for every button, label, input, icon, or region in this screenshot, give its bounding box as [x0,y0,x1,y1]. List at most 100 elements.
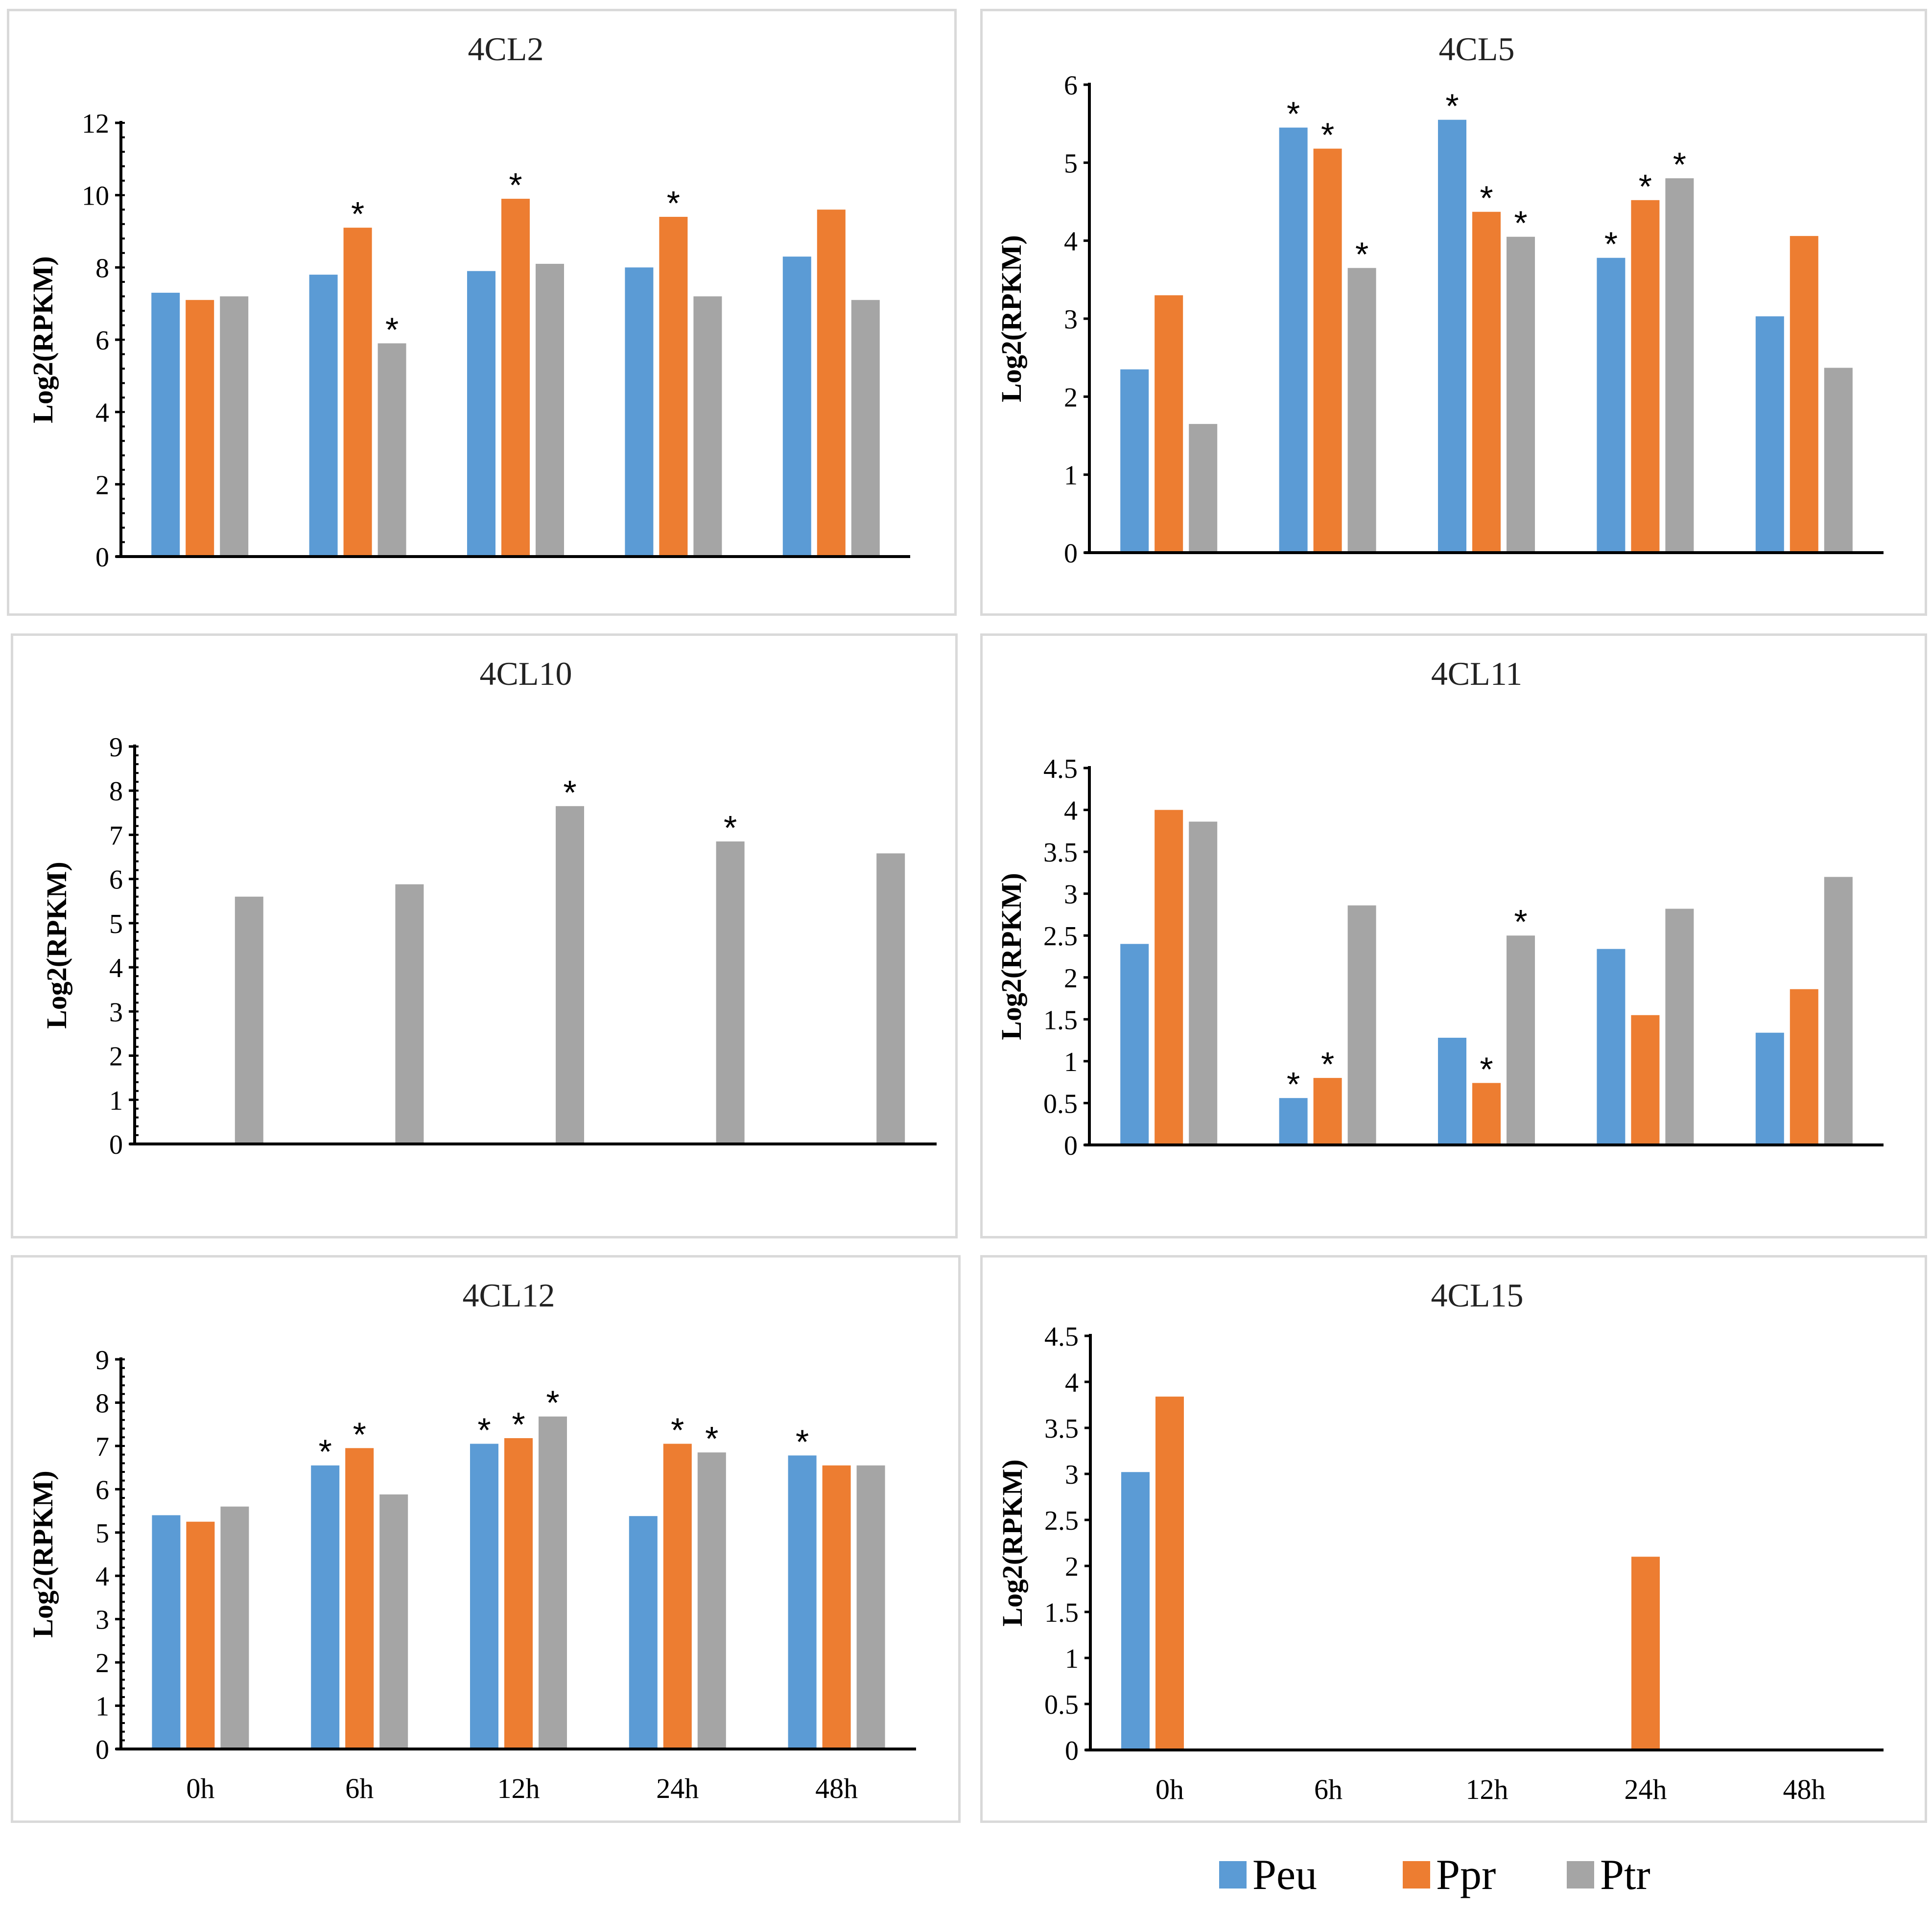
x-tick-label-4cl12: 0h [186,1772,214,1804]
y-tick-label-4cl5: 6 [1064,70,1078,101]
bar-4cl5-peu-6h [1279,127,1308,553]
significance-marker-4cl12-ppr-6h: * [353,1415,366,1453]
y-tick-label-4cl11: 1.5 [1043,1005,1078,1035]
y-axis-label-4cl2: Log2(RPKM) [27,256,59,423]
chart-panel-4CL2: 4CL2 Log2(RPKM) 0 2 4 6 8 10 12 * * * * [7,9,957,616]
significance-marker-4cl12-ppr-24h: * [671,1411,684,1449]
y-tick-label-4cl10: 9 [109,732,123,763]
bar-4cl12-peu-6h [311,1465,340,1749]
bar-4cl11-peu-48h [1755,1032,1784,1145]
bar-4cl11-ptr-48h [1824,877,1853,1145]
significance-marker-4cl12-ppr-12h: * [512,1405,525,1444]
bar-4cl5-ptr-12h [1507,236,1535,553]
bar-4cl11-peu-24h [1597,949,1626,1145]
y-tick-label-4cl2: 0 [95,542,109,573]
chart-svg-4CL5: 4CL5 Log2(RPKM) 0 1 2 3 4 5 6 * * * * * * * * * [995,30,1884,569]
y-tick-label-4cl12: 9 [95,1345,109,1376]
bar-4cl5-peu-24h [1597,257,1626,553]
chart-svg-4CL12: 4CL12 Log2(RPKM) 0 1 2 3 4 5 6 7 8 9 * * * * * * * * 0h 6h 12h… [27,1277,916,1804]
bar-4cl11-peu-6h [1279,1098,1308,1145]
chart-title-4cl15: 4CL15 [1431,1277,1524,1314]
y-axis-label-4cl12: Log2(RPKM) [27,1470,59,1638]
bar-4cl11-peu-12h [1438,1037,1466,1145]
bar-4cl10-ptr-12h [556,806,584,1144]
bar-4cl11-ppr-0h [1154,810,1183,1145]
bar-4cl10-ptr-48h [876,853,905,1144]
bar-4cl15-peu-0h [1121,1472,1150,1750]
chart-panel-4CL5: 4CL5 Log2(RPKM) 0 1 2 3 4 5 6 * * * * * * * * * [980,9,1927,616]
bar-4cl11-peu-0h [1120,944,1149,1145]
legend-swatch-ptr [1567,1861,1594,1889]
bar-4cl11-ptr-24h [1665,909,1694,1145]
y-tick-label-4cl15: 3 [1065,1460,1079,1490]
bar-4cl2-ppr-12h [501,199,530,557]
significance-marker-4cl10-ptr-24h: * [724,809,737,847]
y-tick-label-4cl15: 2.5 [1044,1506,1079,1536]
x-tick-label-4cl15: 6h [1314,1773,1343,1805]
bar-4cl2-peu-48h [782,256,811,557]
bar-4cl2-ppr-24h [659,216,688,557]
x-tick-label-4cl15: 24h [1625,1773,1667,1805]
y-tick-label-4cl12: 6 [95,1475,109,1505]
significance-marker-4cl5-ppr-12h: * [1480,179,1493,217]
y-tick-label-4cl5: 3 [1064,304,1078,335]
legend: Peu Ppr Ptr [1219,1841,1719,1909]
bar-4cl12-ppr-24h [663,1444,692,1749]
significance-marker-4cl5-ptr-6h: * [1355,235,1368,273]
bar-4cl12-ppr-0h [186,1521,215,1749]
y-tick-label-4cl15: 1 [1065,1644,1079,1674]
y-tick-label-4cl5: 2 [1064,382,1078,413]
legend-label-ppr: Ppr [1436,1851,1496,1899]
x-tick-label-4cl15: 0h [1155,1773,1184,1805]
bar-4cl2-ptr-48h [851,300,880,557]
bar-4cl11-ppr-6h [1313,1078,1342,1145]
significance-marker-4cl2-ppr-24h: * [667,184,680,222]
significance-marker-4cl5-peu-24h: * [1604,225,1618,263]
y-tick-label-4cl12: 2 [95,1648,109,1679]
x-tick-label-4cl12: 48h [815,1772,858,1804]
y-tick-label-4cl10: 2 [109,1042,123,1072]
legend-label-ptr: Ptr [1600,1851,1650,1899]
legend-item-ptr: Ptr [1567,1841,1650,1909]
y-tick-label-4cl10: 3 [109,997,123,1027]
legend-item-ppr: Ppr [1403,1841,1496,1909]
bar-4cl11-ptr-6h [1347,905,1376,1145]
y-axis-label-4cl5: Log2(RPKM) [995,235,1027,402]
chart-title-4cl5: 4CL5 [1439,30,1515,68]
y-tick-label-4cl11: 4.5 [1043,754,1078,784]
significance-marker-4cl12-peu-6h: * [319,1433,332,1471]
y-tick-label-4cl2: 8 [95,253,109,283]
significance-marker-4cl5-peu-6h: * [1287,95,1300,133]
chart-svg-4CL15: 4CL15 Log2(RPKM) 0 0.5 1 1.5 2 2.5 3 3.5 4 4.5 0h 6h 1… [996,1277,1884,1805]
bar-4cl12-ptr-6h [379,1494,408,1749]
y-tick-label-4cl15: 4.5 [1044,1322,1079,1352]
bar-4cl15-ppr-0h [1155,1397,1184,1750]
bar-4cl11-ppr-48h [1790,989,1818,1145]
bar-4cl5-ptr-48h [1824,368,1853,553]
y-tick-label-4cl12: 4 [95,1562,109,1592]
y-axis-label-4cl15: Log2(RPKM) [996,1459,1028,1627]
bar-4cl5-ppr-6h [1313,148,1342,553]
significance-marker-4cl11-ptr-12h: * [1514,903,1527,941]
bar-4cl5-ptr-24h [1665,178,1694,553]
bar-4cl12-ptr-24h [697,1452,726,1749]
y-tick-label-4cl5: 0 [1064,538,1078,569]
bar-4cl5-ptr-0h [1189,424,1218,553]
y-tick-label-4cl10: 1 [109,1086,123,1116]
bar-4cl12-peu-0h [152,1515,181,1749]
bar-4cl12-peu-24h [629,1516,658,1749]
bar-4cl12-ppr-6h [345,1448,374,1749]
significance-marker-4cl12-ptr-24h: * [705,1420,718,1458]
y-tick-label-4cl11: 0.5 [1043,1089,1078,1119]
y-tick-label-4cl11: 0 [1064,1131,1078,1161]
y-tick-label-4cl15: 2 [1065,1552,1079,1582]
legend-label-peu: Peu [1252,1851,1317,1899]
bar-4cl5-ppr-24h [1631,200,1660,553]
bar-4cl5-ppr-0h [1154,295,1183,553]
y-tick-label-4cl2: 6 [95,326,109,356]
bar-4cl15-ppr-24h [1631,1557,1660,1750]
chart-svg-4CL11: 4CL11 Log2(RPKM) 0 0.5 1 1.5 2 2.5 3 3.5 4 4.5 * * * * [995,655,1884,1161]
x-tick-label-4cl12: 12h [497,1772,540,1804]
significance-marker-4cl12-peu-48h: * [796,1422,809,1461]
y-tick-label-4cl11: 2.5 [1043,921,1078,952]
